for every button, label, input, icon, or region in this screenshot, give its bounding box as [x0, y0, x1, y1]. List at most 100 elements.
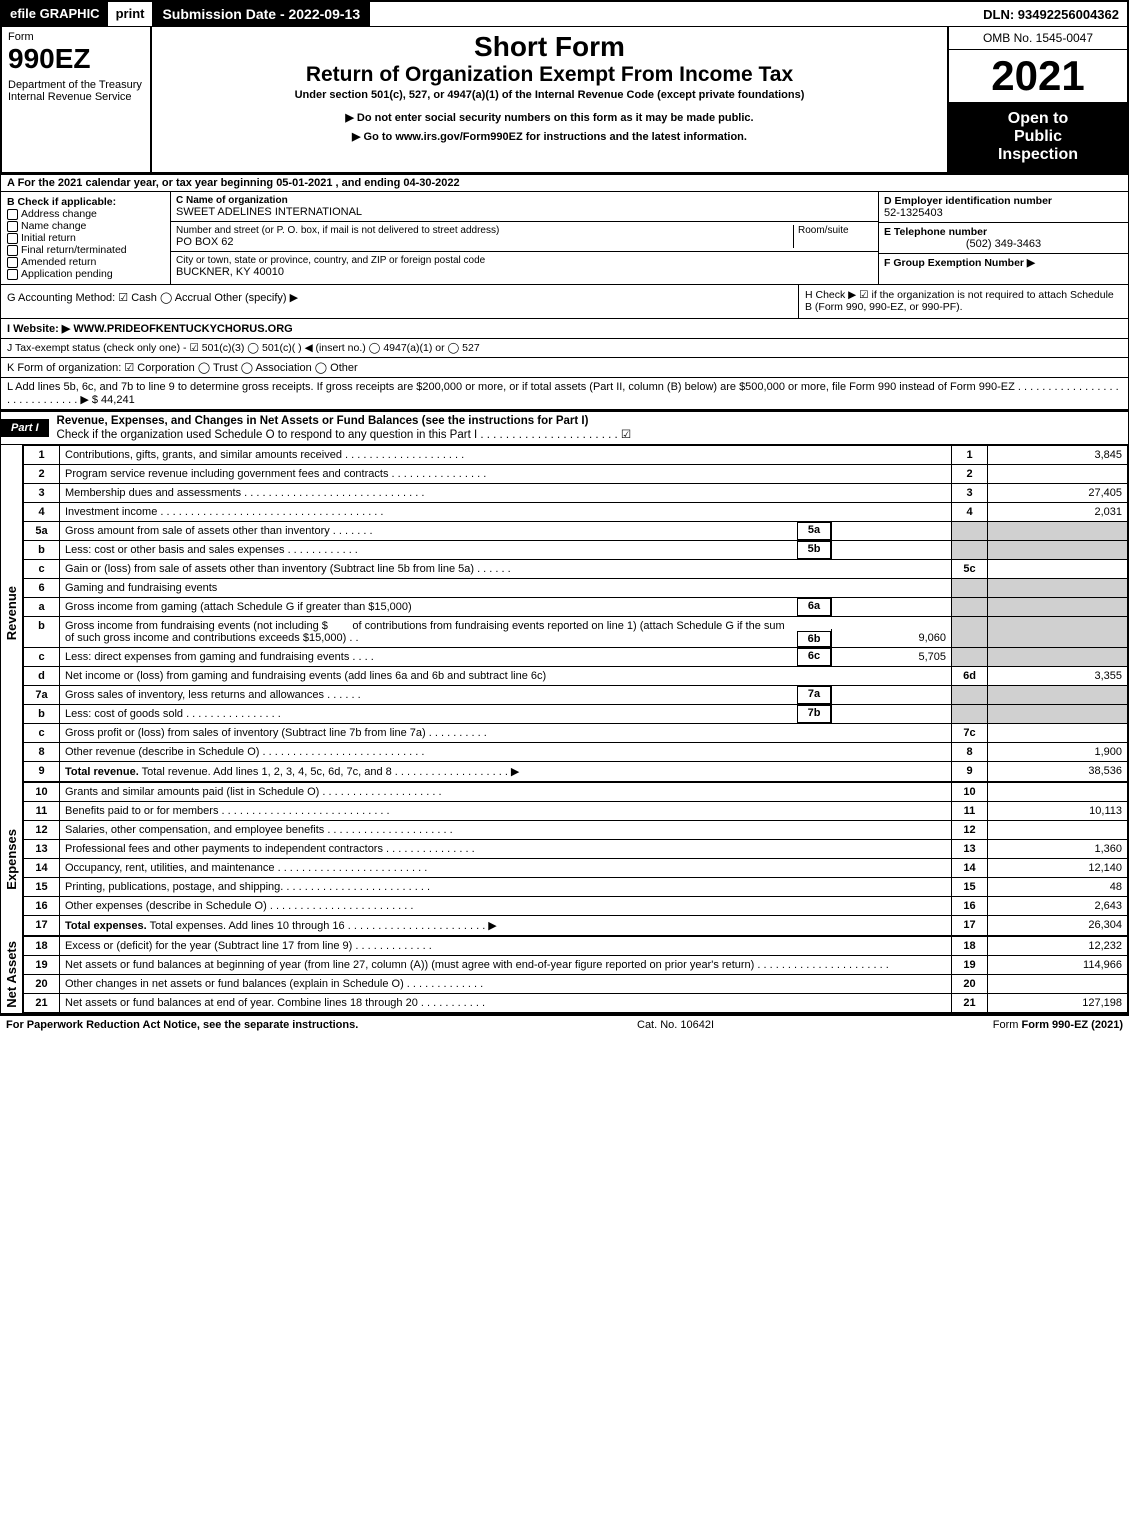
under-section: Under section 501(c), 527, or 4947(a)(1)…: [158, 89, 941, 101]
chk-name-change[interactable]: Name change: [21, 220, 86, 232]
line-15-amt: 48: [988, 878, 1128, 897]
line-3-amt: 27,405: [988, 484, 1128, 503]
line-6b-num: b: [24, 617, 60, 648]
open-line2: Public: [953, 128, 1123, 146]
line-13-amt: 1,360: [988, 840, 1128, 859]
ein: 52-1325403: [884, 207, 1123, 219]
open-public-box: Open to Public Inspection: [949, 102, 1127, 172]
line-14-ref: 14: [952, 859, 988, 878]
line-3-desc: Membership dues and assessments . . . . …: [60, 484, 952, 503]
line-6b-box: 6b: [797, 631, 831, 647]
dln-label: DLN: 93492256004362: [975, 3, 1127, 26]
line-5b-num: b: [24, 541, 60, 560]
form-header: Form 990EZ Department of the Treasury In…: [0, 27, 1129, 174]
line-6-num: 6: [24, 579, 60, 598]
line-1-desc: Contributions, gifts, grants, and simila…: [60, 446, 952, 465]
footer-left: For Paperwork Reduction Act Notice, see …: [6, 1019, 358, 1031]
line-17-num: 17: [24, 916, 60, 936]
chk-final-return[interactable]: Final return/terminated: [21, 244, 127, 256]
bcdef-row: B Check if applicable: Address change Na…: [0, 192, 1129, 285]
line-7a-ref: [952, 686, 988, 705]
line-6b-amt: [988, 617, 1128, 648]
line-10-num: 10: [24, 783, 60, 802]
line-16-ref: 16: [952, 897, 988, 916]
line-7b-box: 7b: [797, 705, 831, 723]
line-11-amt: 10,113: [988, 802, 1128, 821]
chk-address-change[interactable]: Address change: [21, 208, 97, 220]
line-7a-num: 7a: [24, 686, 60, 705]
chk-amended[interactable]: Amended return: [21, 256, 96, 268]
line-2-desc: Program service revenue including govern…: [60, 465, 952, 484]
net-assets-table: 18Excess or (deficit) for the year (Subt…: [23, 936, 1128, 1013]
tel-label: E Telephone number: [884, 226, 1123, 238]
line-10-ref: 10: [952, 783, 988, 802]
line-20-ref: 20: [952, 975, 988, 994]
line-21-desc: Net assets or fund balances at end of ye…: [60, 994, 952, 1013]
revenue-section-label: Revenue: [4, 586, 19, 640]
page-footer: For Paperwork Reduction Act Notice, see …: [0, 1015, 1129, 1034]
line-20-num: 20: [24, 975, 60, 994]
line-7b-ref: [952, 705, 988, 724]
line-19-ref: 19: [952, 956, 988, 975]
line-6a-amt: [988, 598, 1128, 617]
chk-app-pending[interactable]: Application pending: [21, 268, 113, 280]
line-19-num: 19: [24, 956, 60, 975]
line-16-desc: Other expenses (describe in Schedule O) …: [60, 897, 952, 916]
line-14-num: 14: [24, 859, 60, 878]
goto-link[interactable]: ▶ Go to www.irs.gov/Form990EZ for instru…: [158, 130, 941, 143]
line-5a-box: 5a: [797, 522, 831, 540]
addr-label: Number and street (or P. O. box, if mail…: [176, 225, 793, 236]
line-6b-ref: [952, 617, 988, 648]
open-line3: Inspection: [953, 146, 1123, 164]
line-5c-amt: [988, 560, 1128, 579]
line-5b-val: [831, 541, 951, 559]
line-6c-ref: [952, 648, 988, 667]
chk-initial-return[interactable]: Initial return: [21, 232, 76, 244]
line-4-ref: 4: [952, 503, 988, 522]
line-7b-desc: Less: cost of goods sold . . . . . . . .…: [60, 705, 797, 723]
line-12-ref: 12: [952, 821, 988, 840]
form-number: 990EZ: [8, 43, 144, 75]
line-7b-amt: [988, 705, 1128, 724]
line-7c-ref: 7c: [952, 724, 988, 743]
line-8-amt: 1,900: [988, 743, 1128, 762]
line-6c-num: c: [24, 648, 60, 667]
footer-right: Form Form 990-EZ (2021): [993, 1019, 1123, 1031]
line-7a-val: [831, 686, 951, 704]
ssn-warning: ▶ Do not enter social security numbers o…: [158, 111, 941, 124]
print-link[interactable]: print: [108, 2, 153, 26]
line-7a-amt: [988, 686, 1128, 705]
line-6d-ref: 6d: [952, 667, 988, 686]
part-i-label: Part I: [1, 419, 49, 437]
line-15-desc: Printing, publications, postage, and shi…: [60, 878, 952, 897]
line-13-ref: 13: [952, 840, 988, 859]
revenue-table: 1Contributions, gifts, grants, and simil…: [23, 445, 1128, 782]
line-5c-ref: 5c: [952, 560, 988, 579]
line-1-ref: 1: [952, 446, 988, 465]
section-k: K Form of organization: ☑ Corporation ◯ …: [0, 358, 1129, 378]
line-7c-num: c: [24, 724, 60, 743]
line-11-ref: 11: [952, 802, 988, 821]
line-7c-amt: [988, 724, 1128, 743]
line-20-desc: Other changes in net assets or fund bala…: [60, 975, 952, 994]
line-15-ref: 15: [952, 878, 988, 897]
line-18-num: 18: [24, 937, 60, 956]
line-17-desc: Total expenses. Total expenses. Add line…: [60, 916, 952, 936]
top-bar: efile GRAPHIC print Submission Date - 20…: [0, 0, 1129, 27]
part-i-sub: Check if the organization used Schedule …: [57, 429, 632, 441]
line-11-desc: Benefits paid to or for members . . . . …: [60, 802, 952, 821]
line-5c-num: c: [24, 560, 60, 579]
section-j: J Tax-exempt status (check only one) - ☑…: [0, 339, 1129, 358]
line-13-num: 13: [24, 840, 60, 859]
form-subtitle: Return of Organization Exempt From Incom…: [158, 63, 941, 87]
line-7a-box: 7a: [797, 686, 831, 704]
omb-number: OMB No. 1545-0047: [949, 27, 1127, 50]
website-line[interactable]: I Website: ▶ WWW.PRIDEOFKENTUCKYCHORUS.O…: [7, 322, 293, 335]
line-19-desc: Net assets or fund balances at beginning…: [60, 956, 952, 975]
expenses-section-label: Expenses: [4, 829, 19, 890]
line-12-amt: [988, 821, 1128, 840]
line-6d-num: d: [24, 667, 60, 686]
line-7a-desc: Gross sales of inventory, less returns a…: [60, 686, 797, 704]
line-5a-ref: [952, 522, 988, 541]
line-8-desc: Other revenue (describe in Schedule O) .…: [60, 743, 952, 762]
